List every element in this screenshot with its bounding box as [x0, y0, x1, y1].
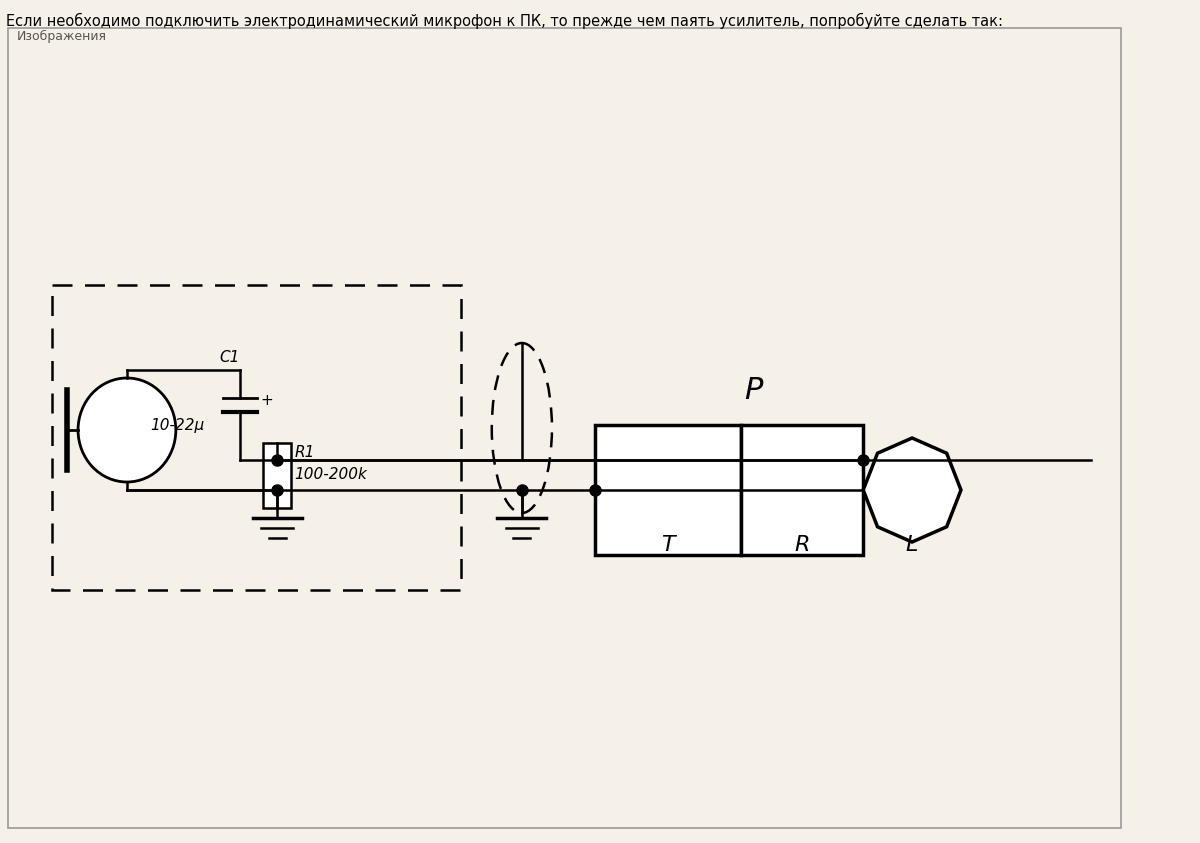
Polygon shape: [863, 438, 961, 542]
Text: P: P: [744, 376, 763, 405]
Text: R: R: [794, 535, 810, 555]
Text: C1: C1: [220, 350, 240, 365]
Text: +: +: [260, 393, 274, 408]
Text: Изображения: Изображения: [17, 30, 107, 43]
Text: 100-200k: 100-200k: [294, 466, 367, 481]
Text: L: L: [906, 535, 918, 555]
Text: T: T: [661, 535, 674, 555]
Text: 10-22μ: 10-22μ: [150, 417, 205, 432]
Bar: [263, 443, 292, 507]
Bar: [740, 425, 863, 555]
Circle shape: [78, 378, 176, 482]
Text: R1: R1: [294, 444, 314, 459]
Bar: [595, 425, 740, 555]
Bar: [52, 285, 461, 590]
Text: Если необходимо подключить электродинамический микрофон к ПК, то прежде чем паят: Если необходимо подключить электродинами…: [6, 13, 1003, 30]
